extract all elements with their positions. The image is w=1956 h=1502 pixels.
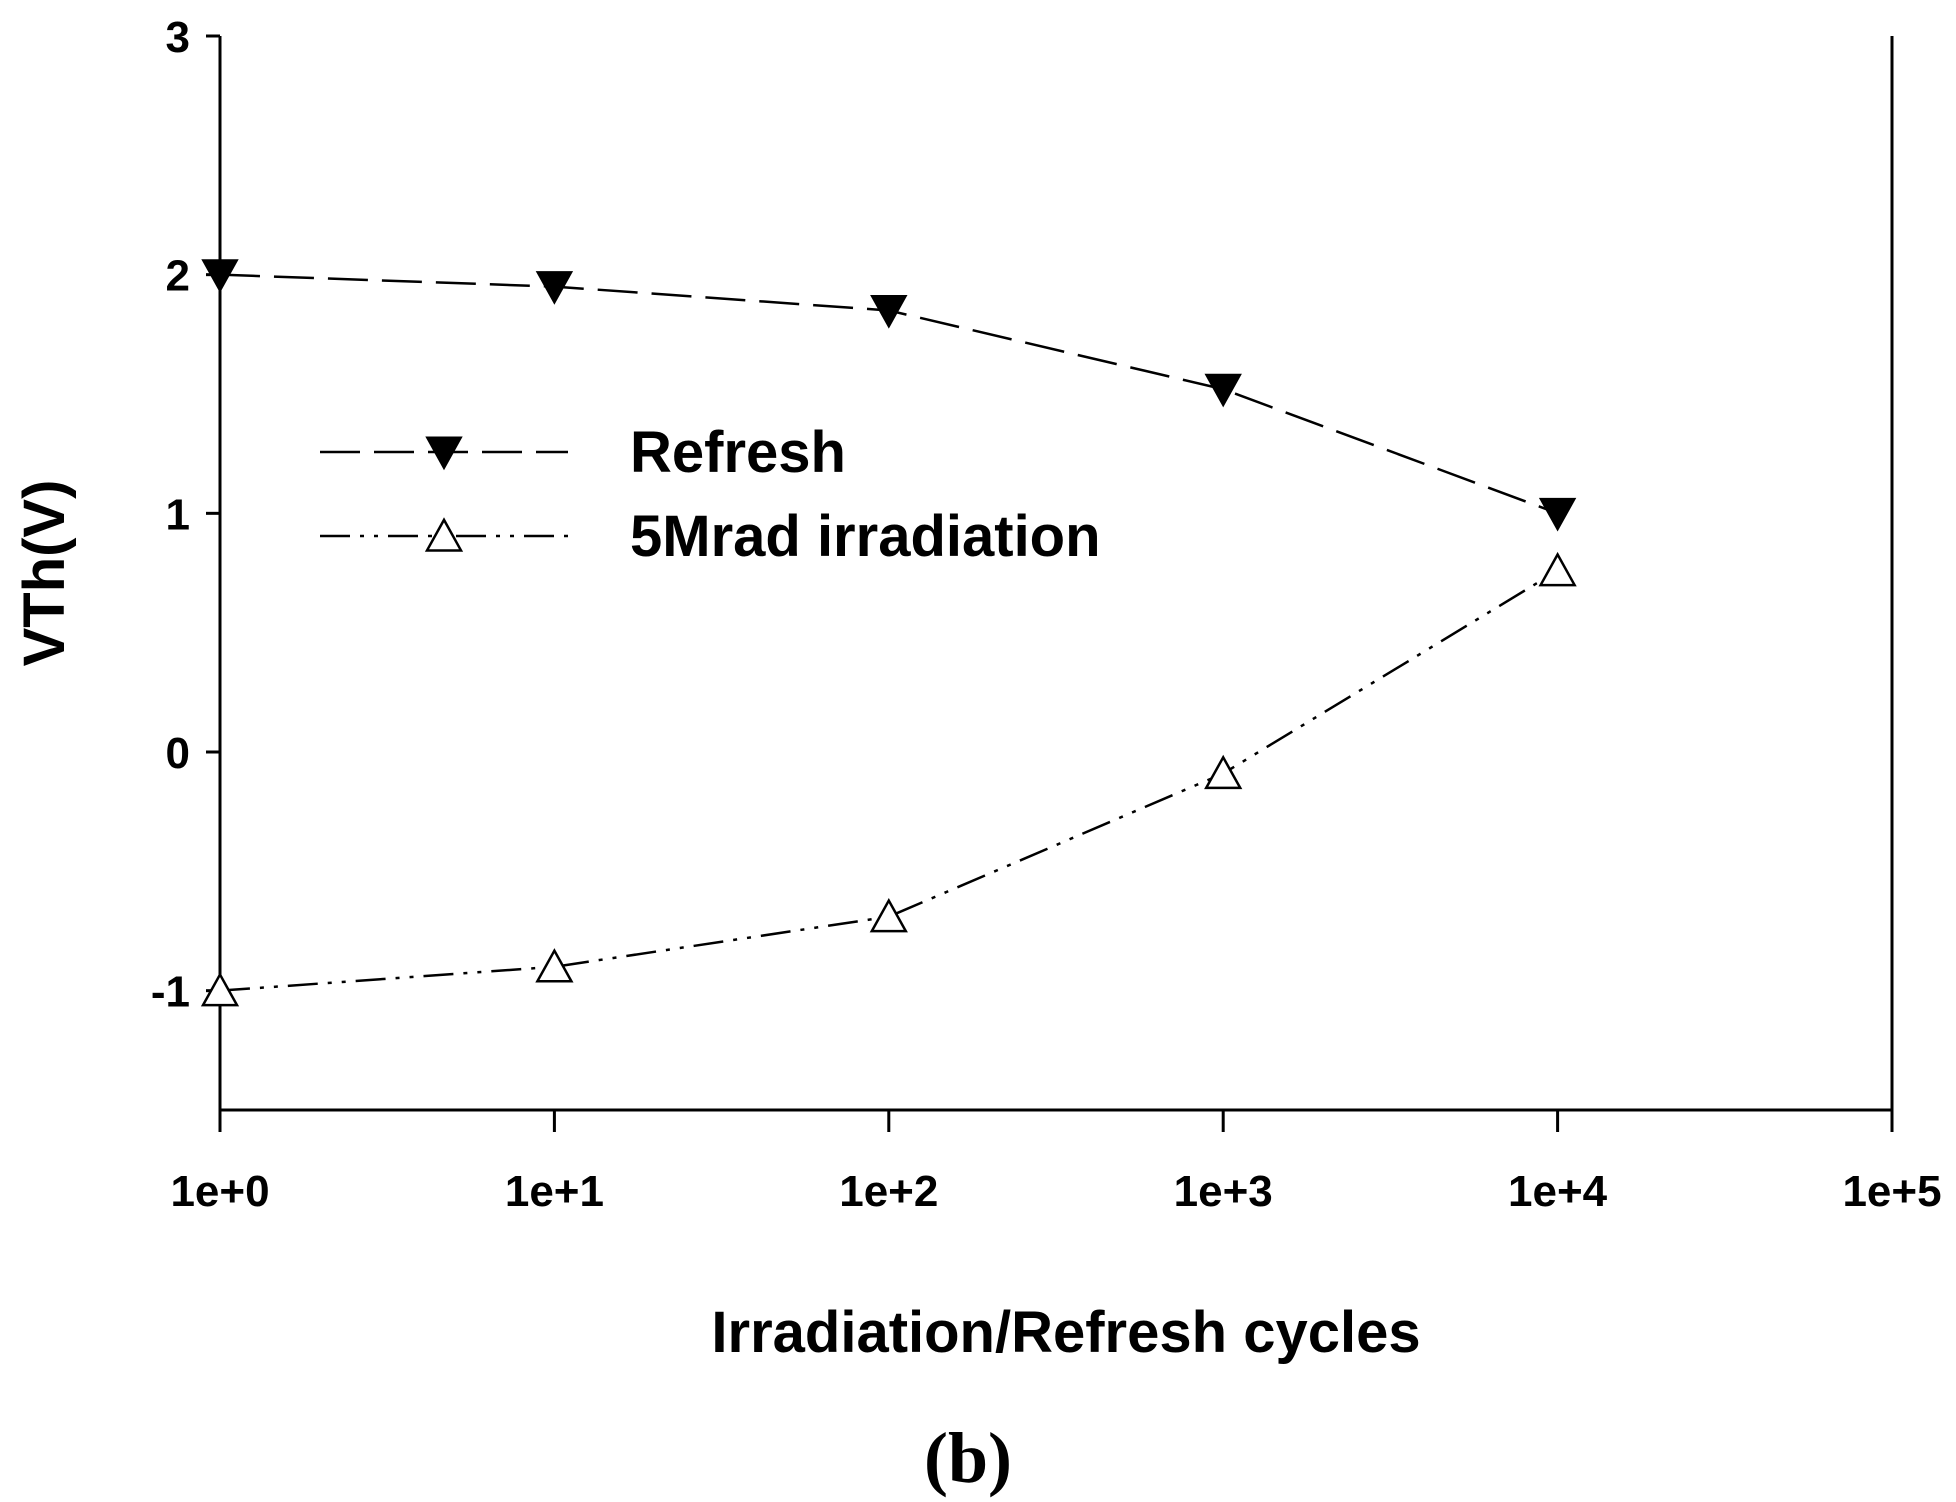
data-point-1 [1204, 373, 1242, 408]
legend-marker-2 [424, 517, 464, 552]
x-tick-label: 1e+0 [170, 1167, 269, 1216]
legend: Refresh 5Mrad irradiation [320, 420, 1101, 569]
y-tick-label: 2 [166, 252, 190, 301]
data-point-1 [535, 271, 574, 305]
data-point-2 [200, 971, 240, 1007]
data-point-1 [1538, 497, 1577, 532]
y-tick-label: 1 [166, 490, 190, 539]
x-tick-label: 1e+5 [1842, 1167, 1941, 1216]
axes: -1 0 1 2 3 1e+0 1e+1 1e+2 1e+3 1e+4 1e+5 [151, 13, 1942, 1216]
y-tick-label: 3 [166, 13, 190, 62]
series-line-2 [219, 569, 1559, 992]
x-tick-label: 1e+4 [1508, 1167, 1608, 1216]
legend-marker-1 [425, 436, 463, 471]
legend-label-2: 5Mrad irradiation [630, 504, 1101, 569]
data-point-2 [869, 897, 908, 933]
data-point-2 [1538, 551, 1577, 587]
y-axis-title: VTh(V) [12, 480, 77, 667]
plot-series [200, 259, 1577, 1007]
legend-label-1: Refresh [630, 420, 846, 485]
data-point-1 [201, 259, 239, 293]
y-tick-label: 0 [166, 729, 190, 778]
x-tick-label: 1e+2 [839, 1167, 938, 1216]
data-point-2 [535, 948, 574, 983]
x-axis-title: Irradiation/Refresh cycles [711, 1300, 1420, 1365]
y-tick-label: -1 [151, 968, 190, 1017]
x-tick-label: 1e+3 [1174, 1167, 1273, 1216]
data-point-1 [870, 295, 908, 329]
x-tick-label: 1e+1 [505, 1167, 604, 1216]
data-point-2 [1204, 754, 1243, 790]
panel-label: (b) [924, 1418, 1012, 1498]
